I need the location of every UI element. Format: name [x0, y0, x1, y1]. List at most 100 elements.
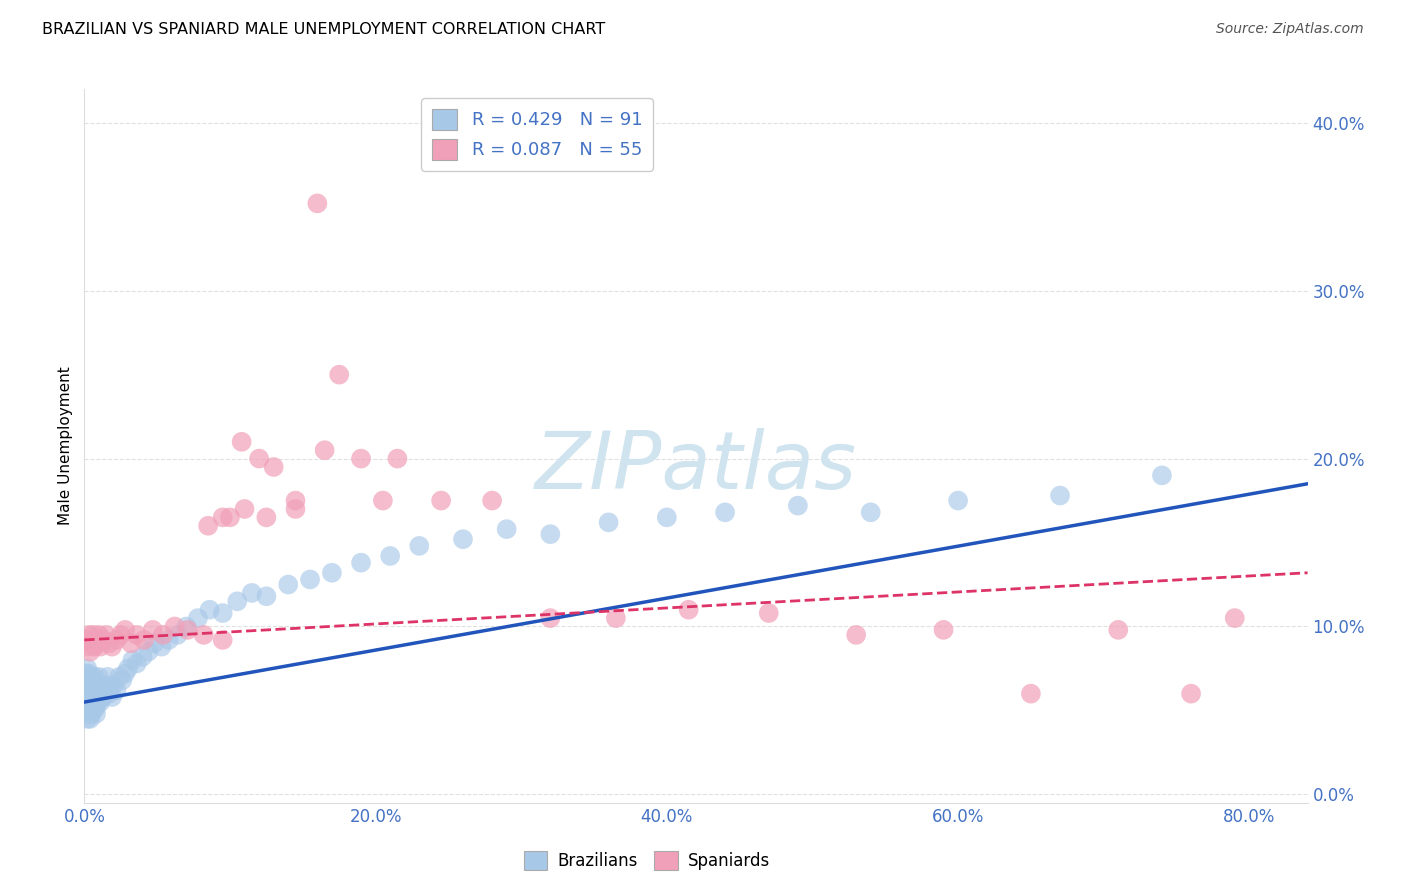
Point [314, 443, 336, 458]
Point [254, 589, 277, 603]
Point [125, 628, 148, 642]
Point [79, 678, 101, 692]
Point [86, 636, 108, 650]
Point [96, 678, 118, 692]
Point [859, 505, 882, 519]
Point [1049, 489, 1071, 503]
Point [80, 687, 103, 701]
Point [263, 460, 285, 475]
Point [177, 623, 200, 637]
Point [79, 645, 101, 659]
Point [114, 623, 136, 637]
Point [219, 510, 242, 524]
Point [174, 619, 197, 633]
Point [79, 670, 101, 684]
Point [1107, 623, 1129, 637]
Point [380, 549, 402, 563]
Point [101, 640, 124, 654]
Point [117, 661, 139, 675]
Point [408, 539, 430, 553]
Point [84, 700, 107, 714]
Point [121, 653, 143, 667]
Point [80, 670, 103, 684]
Text: BRAZILIAN VS SPANIARD MALE UNEMPLOYMENT CORRELATION CHART: BRAZILIAN VS SPANIARD MALE UNEMPLOYMENT … [42, 22, 606, 37]
Point [82, 690, 104, 704]
Point [226, 594, 249, 608]
Point [481, 493, 503, 508]
Point [166, 628, 188, 642]
Point [105, 683, 128, 698]
Point [125, 657, 148, 671]
Point [142, 623, 165, 637]
Point [163, 619, 186, 633]
Point [76, 695, 98, 709]
Point [1019, 687, 1042, 701]
Point [284, 502, 307, 516]
Point [152, 628, 174, 642]
Point [82, 703, 104, 717]
Point [77, 690, 100, 704]
Point [98, 687, 121, 701]
Point [89, 695, 111, 709]
Point [247, 451, 270, 466]
Point [80, 678, 103, 692]
Point [787, 499, 810, 513]
Point [84, 687, 107, 701]
Point [83, 670, 105, 684]
Point [77, 666, 100, 681]
Point [430, 493, 453, 508]
Point [77, 683, 100, 698]
Point [77, 695, 100, 709]
Point [655, 510, 678, 524]
Point [371, 493, 394, 508]
Point [82, 683, 104, 698]
Point [111, 673, 134, 688]
Point [75, 673, 97, 688]
Point [75, 690, 97, 704]
Point [86, 695, 108, 709]
Point [75, 683, 97, 698]
Point [97, 670, 120, 684]
Point [138, 645, 160, 659]
Point [946, 493, 969, 508]
Point [328, 368, 350, 382]
Point [110, 628, 132, 642]
Point [254, 510, 277, 524]
Point [103, 678, 125, 692]
Point [114, 666, 136, 681]
Point [193, 628, 215, 642]
Point [96, 628, 118, 642]
Point [277, 577, 299, 591]
Point [79, 695, 101, 709]
Point [321, 566, 343, 580]
Point [89, 678, 111, 692]
Point [91, 690, 114, 704]
Point [187, 611, 209, 625]
Point [307, 196, 329, 211]
Point [77, 706, 100, 721]
Point [211, 510, 233, 524]
Point [598, 516, 620, 530]
Point [76, 670, 98, 684]
Point [120, 636, 142, 650]
Point [198, 603, 221, 617]
Point [131, 649, 153, 664]
Point [233, 502, 256, 516]
Point [80, 636, 103, 650]
Point [93, 683, 115, 698]
Point [91, 632, 114, 647]
Point [350, 556, 373, 570]
Point [387, 451, 409, 466]
Text: Source: ZipAtlas.com: Source: ZipAtlas.com [1216, 22, 1364, 37]
Text: ZIPatlas: ZIPatlas [534, 428, 858, 507]
Point [211, 606, 233, 620]
Point [79, 703, 101, 717]
Point [495, 522, 517, 536]
Point [105, 632, 128, 647]
Point [538, 527, 561, 541]
Point [678, 603, 700, 617]
Point [77, 673, 100, 688]
Point [76, 703, 98, 717]
Point [80, 706, 103, 721]
Point [157, 632, 180, 647]
